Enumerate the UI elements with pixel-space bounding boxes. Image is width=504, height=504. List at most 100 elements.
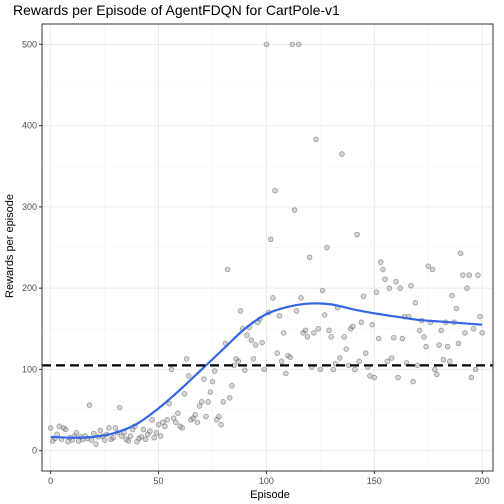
y-tick-label: 100 xyxy=(22,364,37,374)
data-point xyxy=(369,321,375,328)
data-point xyxy=(449,292,455,299)
data-point xyxy=(464,285,470,291)
data-point xyxy=(375,335,382,342)
data-point xyxy=(319,287,326,294)
data-point xyxy=(278,358,285,365)
data-point xyxy=(168,366,175,373)
y-tick-label: 0 xyxy=(32,446,37,456)
y-tick-label: 300 xyxy=(22,202,37,212)
data-point xyxy=(362,350,369,356)
data-point xyxy=(393,278,399,285)
y-axis-ticks: 0 100 200 300 400 500 xyxy=(22,39,42,456)
data-point xyxy=(360,293,367,300)
data-point xyxy=(321,312,328,318)
data-point xyxy=(328,334,334,340)
data-point xyxy=(47,425,54,431)
x-tick-label: 0 xyxy=(48,476,53,486)
data-point xyxy=(434,371,440,378)
data-point xyxy=(408,282,414,289)
data-point xyxy=(390,334,397,341)
data-point xyxy=(207,389,214,395)
data-point xyxy=(410,378,416,385)
data-point xyxy=(324,244,330,251)
data-point xyxy=(162,423,168,430)
data-point xyxy=(112,425,119,431)
data-point xyxy=(179,425,186,431)
data-point xyxy=(438,327,444,334)
data-point xyxy=(354,231,360,238)
data-point xyxy=(62,426,69,433)
x-tick-label: 100 xyxy=(259,476,274,486)
data-point xyxy=(477,313,483,320)
data-point xyxy=(466,272,473,278)
data-point xyxy=(201,376,207,382)
x-tick-label: 200 xyxy=(475,476,490,486)
data-point xyxy=(382,276,388,282)
data-point xyxy=(373,289,380,295)
data-point xyxy=(330,366,337,373)
data-point xyxy=(395,374,401,381)
data-point xyxy=(157,433,164,439)
data-point xyxy=(352,366,358,373)
data-point xyxy=(311,330,317,336)
data-point xyxy=(173,419,179,425)
data-point xyxy=(220,399,227,405)
data-point xyxy=(151,434,157,441)
data-point xyxy=(164,417,170,423)
data-point xyxy=(388,355,395,361)
data-point xyxy=(343,346,350,352)
data-point xyxy=(274,350,280,356)
data-point xyxy=(313,136,319,143)
data-point xyxy=(116,404,123,411)
data-point xyxy=(237,308,244,314)
x-axis-ticks: 0 50 100 150 200 xyxy=(48,471,490,486)
data-point xyxy=(93,441,99,447)
data-point xyxy=(125,438,132,444)
data-point xyxy=(242,367,248,373)
data-point xyxy=(181,391,188,397)
data-point xyxy=(371,374,378,381)
data-point xyxy=(337,355,343,361)
data-point xyxy=(235,358,242,365)
data-point xyxy=(440,356,447,363)
data-point xyxy=(110,434,116,441)
data-point xyxy=(149,417,155,423)
data-point xyxy=(358,319,365,326)
data-point xyxy=(166,400,173,407)
y-tick-label: 500 xyxy=(22,39,37,49)
data-point xyxy=(270,295,276,301)
data-point xyxy=(339,151,345,157)
data-point xyxy=(153,430,160,436)
data-point xyxy=(140,426,147,433)
data-point xyxy=(412,300,419,306)
data-point xyxy=(416,327,423,334)
data-point xyxy=(101,437,108,443)
data-point xyxy=(205,399,211,405)
data-point xyxy=(468,374,475,381)
data-point xyxy=(378,259,384,265)
data-point xyxy=(431,366,438,373)
data-point xyxy=(198,399,205,405)
data-point xyxy=(224,266,231,273)
data-point xyxy=(226,395,233,401)
data-point xyxy=(341,334,347,340)
data-point xyxy=(296,41,302,48)
data-point xyxy=(211,368,218,374)
grid-lines xyxy=(42,24,493,471)
y-tick-label: 200 xyxy=(22,283,37,293)
chart-title: Rewards per Episode of AgentFDQN for Car… xyxy=(13,2,340,18)
data-point xyxy=(88,437,95,443)
data-point xyxy=(326,327,332,334)
smoothed-trend-line xyxy=(50,302,483,439)
data-point xyxy=(356,358,362,365)
data-point xyxy=(304,334,311,340)
data-point xyxy=(91,430,97,437)
y-axis-label: Rewards per episode xyxy=(4,194,16,298)
data-point xyxy=(194,419,201,425)
data-point xyxy=(138,434,145,440)
data-point xyxy=(293,308,300,314)
data-point xyxy=(421,334,427,340)
data-point xyxy=(183,356,190,362)
data-point xyxy=(209,378,216,385)
